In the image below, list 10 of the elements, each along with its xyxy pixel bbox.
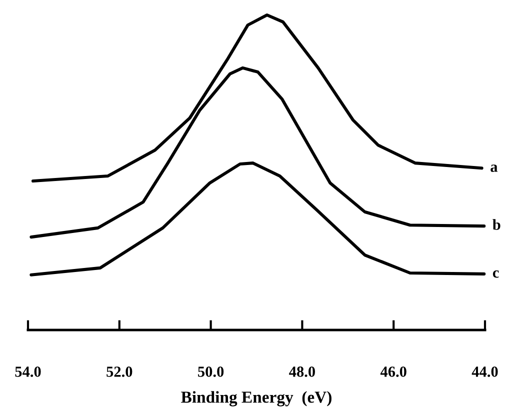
x-tick-label: 48.0 [289, 366, 315, 377]
series-label: b [492, 219, 500, 230]
x-tick-label: 44.0 [472, 366, 498, 377]
x-tick-label: 50.0 [198, 366, 224, 377]
x-tick-label: 54.0 [15, 366, 41, 377]
series-label: a [490, 164, 498, 172]
x-tick-label: 46.0 [380, 366, 406, 377]
x-tick-label: 52.0 [106, 366, 132, 377]
x-axis-title: Binding Energy (eV) [181, 391, 332, 406]
series-label: c [492, 270, 499, 278]
